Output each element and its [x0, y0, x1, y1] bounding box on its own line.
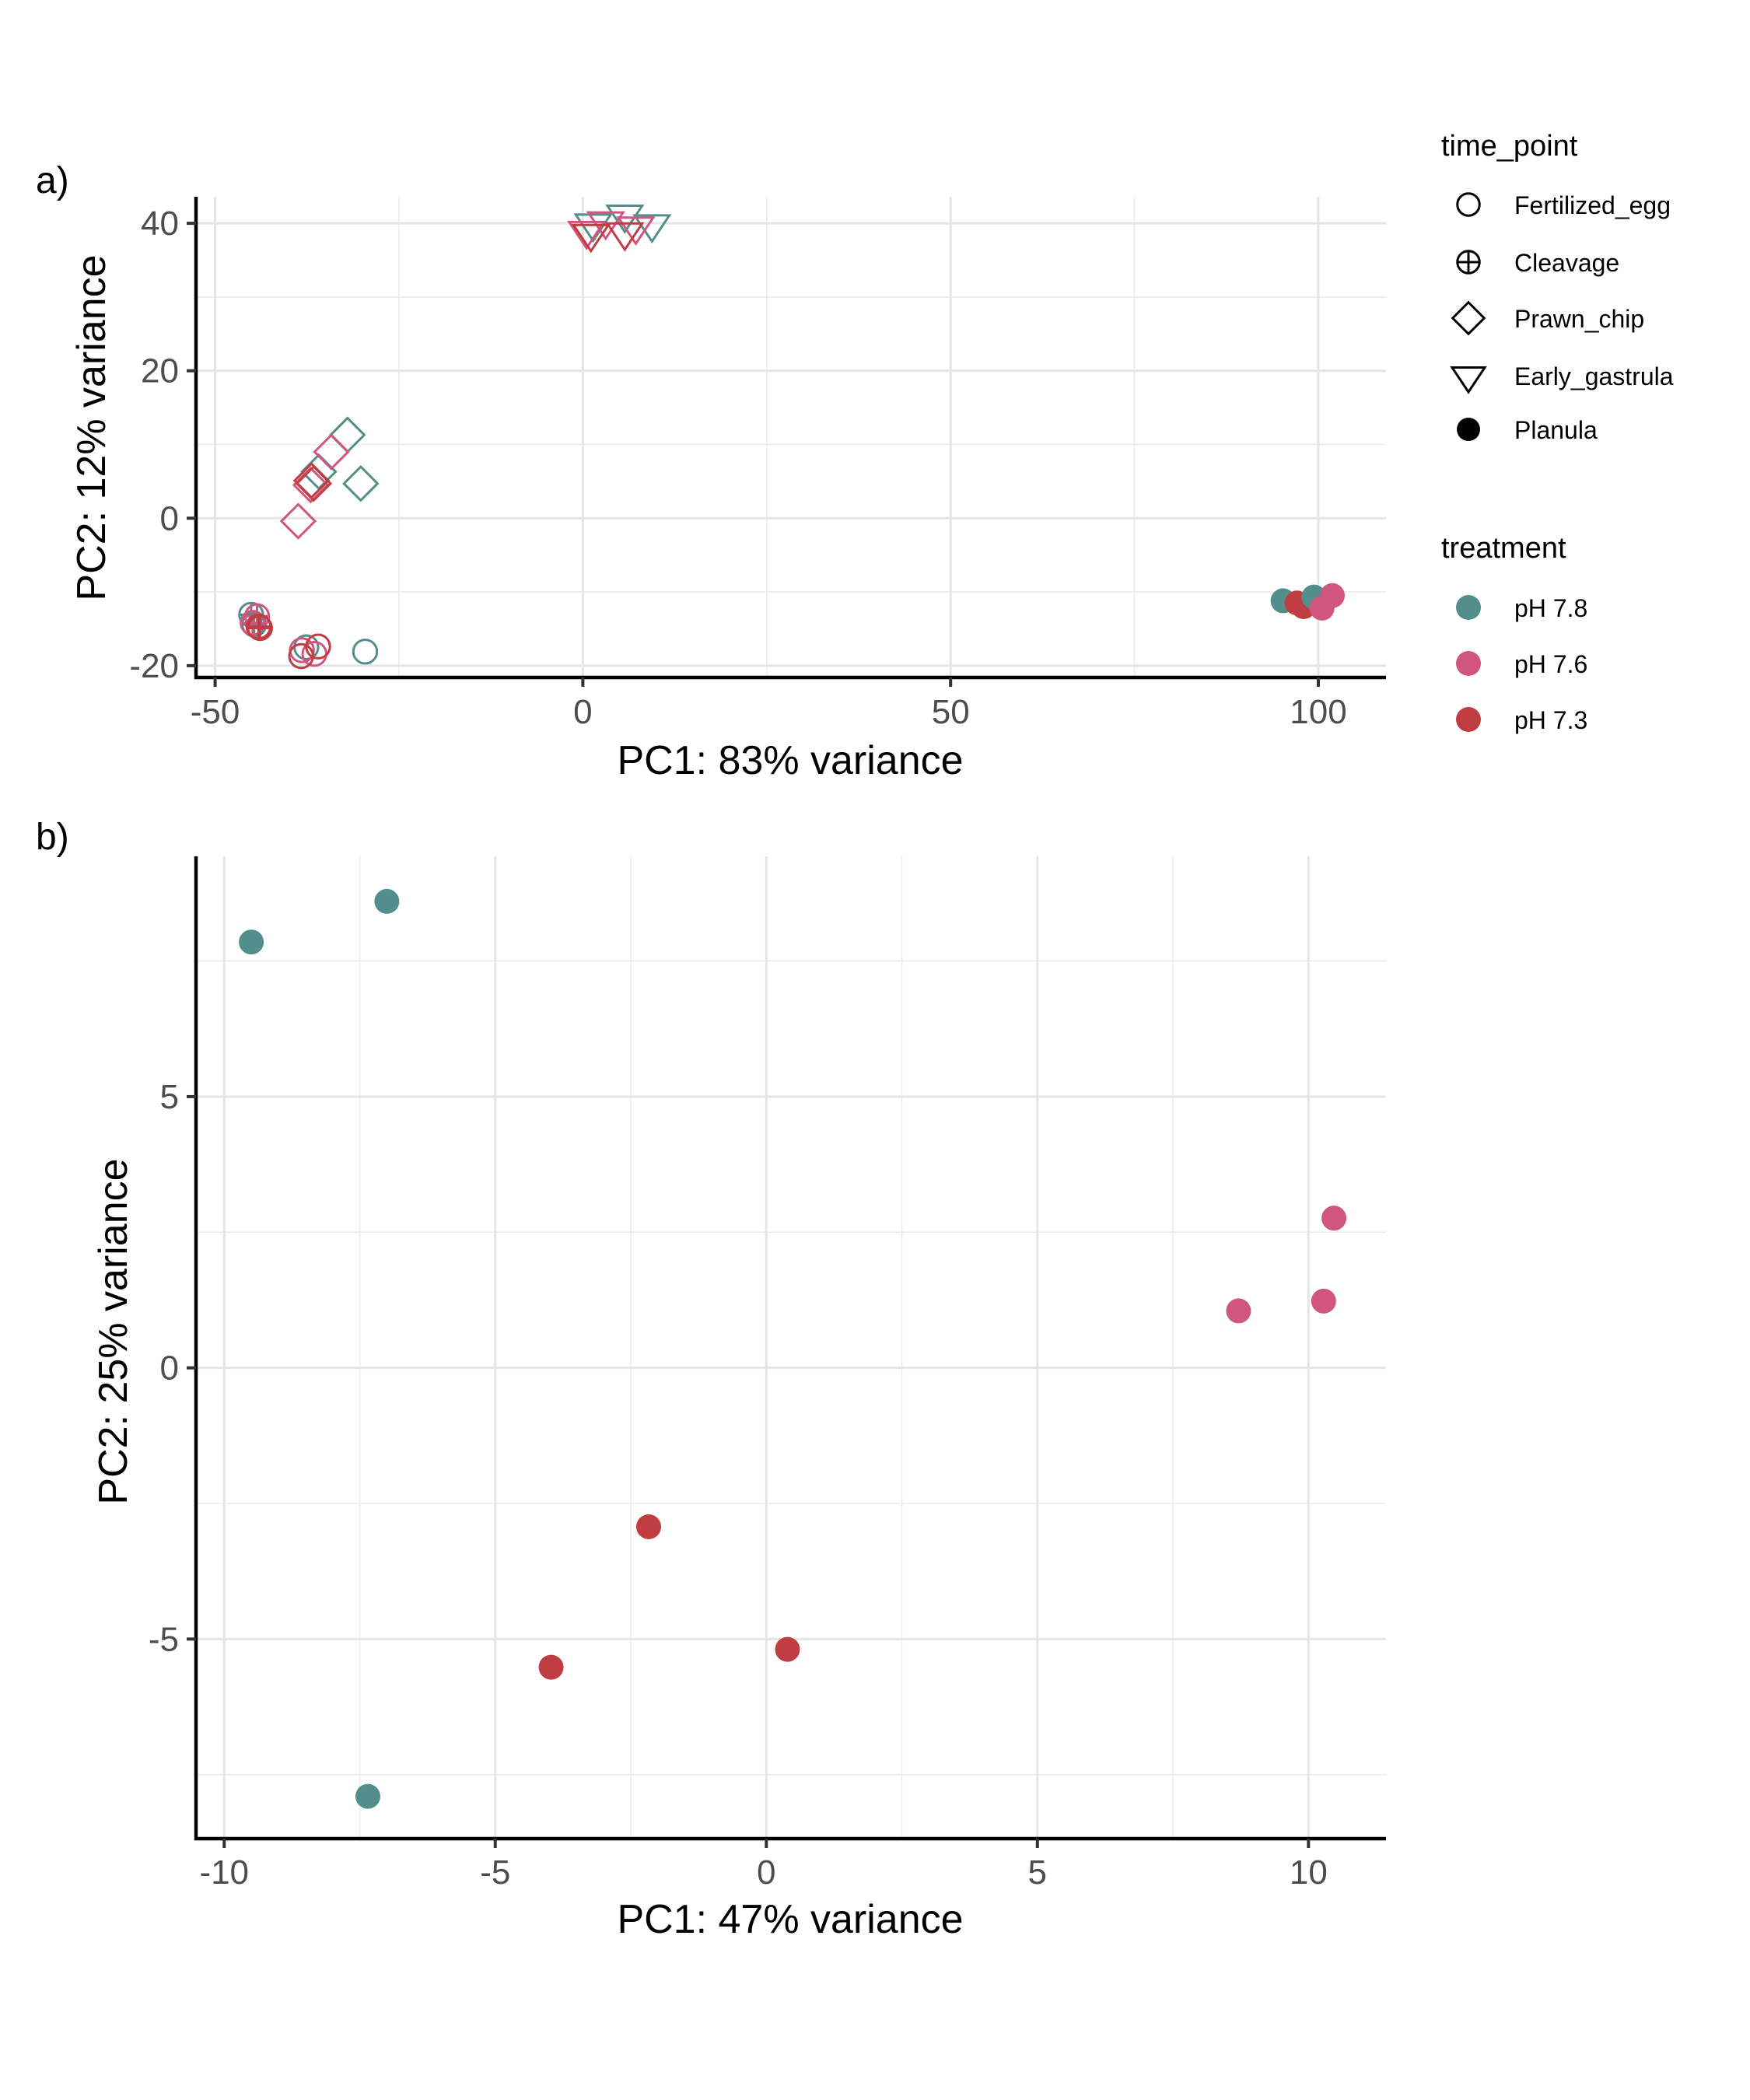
panel-a-point-early-gastrula-ph-7-3: [571, 223, 611, 254]
legend-item-prawn-chip: Prawn_chip: [1451, 300, 1644, 336]
legend: time_point Fertilized_egg Cleavage Prawn_c…: [1441, 130, 1674, 734]
panel-a-axes: -50 0 50 100 -20 0 20 40: [129, 197, 1386, 731]
legend-item-ph-7-3: pH 7.3: [1456, 706, 1587, 734]
panel-a-point-early-gastrula-ph-7-6: [616, 216, 656, 247]
panel-a-point-prawn-chip-ph-7-6: [313, 433, 350, 471]
panel-a-y-axis-title: PC2: 12% variance: [69, 254, 114, 600]
open-triangle-down-icon: [1450, 366, 1487, 394]
legend-treatment-items: pH 7.8 pH 7.6 pH 7.3: [1456, 594, 1587, 734]
panel-a-y-tick-label: 20: [141, 352, 179, 390]
panel-a-point-early-gastrula-ph-7-8: [632, 214, 672, 244]
panel-a-point-early-gastrula-ph-7-8: [605, 205, 645, 234]
legend-item-label: Cleavage: [1514, 249, 1619, 277]
color-swatch-icon: [1456, 707, 1481, 732]
panel-a-x-axis-title: PC1: 83% variance: [617, 738, 963, 783]
panel-a-x-tick-label: 100: [1290, 693, 1346, 731]
legend-item-planula: Planula: [1457, 416, 1598, 444]
panel-b-y-axis-title: PC2: 25% variance: [91, 1158, 136, 1504]
panel-a-pca-plot: a) -50 0 50 100 -20 0 20 40 PC1: 83% variance P…: [36, 160, 1386, 783]
panel-a-point-prawn-chip-ph-7-8: [342, 464, 380, 502]
panel-b-axes: -10 -5 0 5 10 -5 0 5: [149, 856, 1386, 1892]
panel-a-point-cleavage-ph-7-3: [245, 613, 272, 640]
panel-b-x-tick-label: 5: [1028, 1853, 1047, 1892]
panel-a-x-tick-label: 0: [573, 693, 592, 731]
panel-a-x-tick-label: 50: [932, 693, 970, 731]
panel-b-point-planula-ph-7-8: [374, 888, 400, 914]
panel-b-point-planula-ph-7-8: [355, 1783, 380, 1809]
panel-b-point-planula-ph-7-6: [1226, 1298, 1251, 1324]
color-swatch-icon: [1456, 651, 1481, 676]
panel-b-point-planula-ph-7-3: [775, 1636, 800, 1662]
panel-b-y-tick-label: -5: [149, 1620, 179, 1658]
panel-a-y-tick-label: -20: [129, 647, 179, 685]
panel-a-y-tick-label: 40: [141, 205, 179, 243]
legend-item-cleavage: Cleavage: [1456, 249, 1619, 277]
panel-b-y-tick-label: 0: [160, 1349, 179, 1388]
panel-b-x-axis-title: PC1: 47% variance: [617, 1897, 963, 1942]
panel-b-pca-plot: b) -10 -5 0 5 10 -5 0 5 PC1: 47% variance PC2: …: [36, 817, 1386, 1942]
panel-a-point-early-gastrula-ph-7-6: [566, 220, 607, 250]
panel-b-x-tick-label: 0: [757, 1853, 775, 1892]
panel-a-y-tick-label: 0: [160, 499, 179, 537]
panel-a-point-fertilized-egg-ph-7-3: [288, 642, 314, 670]
legend-item-label: pH 7.8: [1514, 594, 1587, 622]
legend-item-ph-7-8: pH 7.8: [1456, 594, 1587, 622]
panel-a-point-prawn-chip-ph-7-3: [292, 462, 331, 499]
panel-a-point-cleavage-ph-7-3: [247, 614, 273, 642]
panel-b-point-planula-ph-7-3: [538, 1654, 564, 1680]
panel-b-point-planula-ph-7-3: [636, 1514, 662, 1539]
legend-item-label: Fertilized_egg: [1514, 191, 1671, 219]
panel-b-point-planula-ph-7-8: [239, 929, 264, 955]
open-circle-icon: [1456, 192, 1481, 217]
panel-b-y-tick-label: 5: [160, 1078, 179, 1116]
circle-plus-icon: [1456, 250, 1481, 275]
panel-a-point-prawn-chip-ph-7-6: [279, 502, 317, 540]
panel-a-point-fertilized-egg-ph-7-8: [352, 639, 379, 665]
panel-a-point-early-gastrula-ph-7-8: [573, 213, 613, 243]
panel-b-grid: [196, 856, 1386, 1839]
panel-b-point-planula-ph-7-6: [1321, 1206, 1347, 1231]
panel-a-label: a): [36, 160, 69, 201]
panel-b-x-tick-label: -5: [480, 1853, 510, 1892]
open-diamond-icon: [1451, 300, 1486, 336]
legend-time-point-items: Fertilized_egg Cleavage Prawn_chip Early_ga…: [1450, 191, 1674, 444]
panel-b-x-tick-label: 10: [1290, 1853, 1328, 1892]
legend-item-fertilized-egg: Fertilized_egg: [1456, 191, 1671, 219]
panel-a-x-tick-label: -50: [191, 693, 240, 731]
legend-item-label: pH 7.3: [1514, 706, 1587, 734]
legend-treatment-title: treatment: [1441, 532, 1566, 565]
filled-circle-icon: [1457, 418, 1480, 441]
panel-b-points: [239, 888, 1347, 1809]
legend-item-label: pH 7.6: [1514, 650, 1587, 678]
legend-item-label: Early_gastrula: [1514, 362, 1674, 390]
panel-b-point-planula-ph-7-6: [1311, 1288, 1336, 1314]
panel-a-points: [238, 205, 1345, 670]
legend-item-label: Planula: [1514, 416, 1598, 444]
legend-item-label: Prawn_chip: [1514, 305, 1644, 333]
panel-a-point-planula-ph-7-6: [1309, 595, 1335, 621]
panel-b-label: b): [36, 817, 69, 858]
panel-b-x-tick-label: -10: [199, 1853, 249, 1892]
color-swatch-icon: [1456, 595, 1481, 620]
legend-time-point-title: time_point: [1441, 130, 1578, 163]
legend-item-early-gastrula: Early_gastrula: [1450, 362, 1674, 394]
panel-a-point-early-gastrula-ph-7-3: [605, 222, 645, 252]
legend-item-ph-7-6: pH 7.6: [1456, 650, 1587, 678]
